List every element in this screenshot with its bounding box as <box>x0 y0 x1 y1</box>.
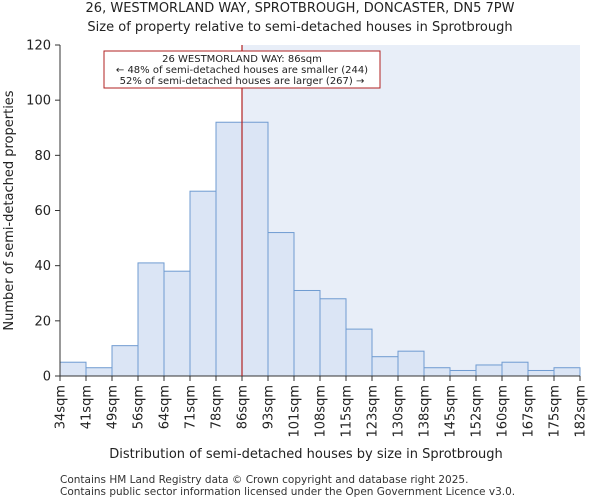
bar-130sqm <box>397 350 425 377</box>
x-tick-label: 152sqm <box>470 385 485 438</box>
x-tick-label: 145sqm <box>444 385 459 438</box>
x-tick-label: 86sqm <box>236 385 251 429</box>
annotation-box <box>103 50 381 89</box>
x-axis-ticks: 34sqm 41sqm 49sqm 56sqm 64sqm 71sqm 78sqm 86sqm… <box>54 376 589 438</box>
x-tick-label: 71sqm <box>184 385 199 429</box>
annotation-line-2: ← 48% of semi-detached houses are smalle… <box>116 65 368 76</box>
x-tick-label: 115sqm <box>340 385 355 438</box>
bar-115sqm <box>345 328 373 377</box>
bar-78sqm <box>215 121 243 377</box>
bar-86sqm <box>241 121 269 377</box>
x-tick-label: 175sqm <box>548 385 563 438</box>
y-tick-label: 80 <box>34 149 51 164</box>
bar-64sqm <box>163 270 191 377</box>
x-tick-label: 101sqm <box>288 385 303 438</box>
x-axis-label: Distribution of semi-detached houses by … <box>109 447 503 462</box>
bars-group <box>59 121 581 377</box>
y-axis-ticks: 0 20 40 60 80 100 120 <box>26 39 60 385</box>
chart-title: 26, WESTMORLAND WAY, SPROTBROUGH, DONCAS… <box>86 1 515 16</box>
x-tick-label: 182sqm <box>574 385 589 438</box>
x-tick-label: 49sqm <box>106 385 121 429</box>
bar-49sqm <box>111 345 139 377</box>
bar-41sqm <box>85 367 113 377</box>
y-tick-label: 60 <box>34 204 51 219</box>
y-tick-label: 0 <box>43 370 51 385</box>
bar-145sqm <box>449 369 477 377</box>
chart-subtitle: Size of property relative to semi-detach… <box>87 20 512 35</box>
x-tick-label: 56sqm <box>132 385 147 429</box>
bar-160sqm <box>501 361 529 377</box>
x-tick-label: 41sqm <box>80 385 95 429</box>
y-tick-label: 100 <box>26 94 51 109</box>
bar-138sqm <box>423 367 451 377</box>
bar-56sqm <box>137 262 165 377</box>
bar-71sqm <box>189 190 217 377</box>
y-axis-label: Number of semi-detached properties <box>2 90 17 330</box>
x-tick-label: 93sqm <box>262 385 277 429</box>
x-tick-label: 64sqm <box>158 385 173 429</box>
x-tick-label: 130sqm <box>392 385 407 438</box>
bar-34sqm <box>59 361 87 377</box>
x-tick-label: 34sqm <box>54 385 69 429</box>
bar-175sqm <box>553 367 581 377</box>
bar-108sqm <box>319 298 347 377</box>
annotation-line-1: 26 WESTMORLAND WAY: 86sqm <box>162 54 322 65</box>
x-tick-label: 123sqm <box>366 385 381 438</box>
x-tick-label: 167sqm <box>522 385 537 438</box>
x-tick-label: 138sqm <box>418 385 433 438</box>
annotation-line-3: 52% of semi-detached houses are larger (… <box>120 76 365 87</box>
x-tick-label: 108sqm <box>314 385 329 438</box>
x-tick-label: 78sqm <box>210 385 225 429</box>
y-tick-label: 20 <box>34 314 51 329</box>
y-tick-label: 120 <box>26 39 51 54</box>
bar-93sqm <box>267 232 295 377</box>
footer-line-2: Contains public sector information licen… <box>60 486 515 498</box>
bar-167sqm <box>527 369 555 377</box>
y-tick-label: 40 <box>34 259 51 274</box>
bar-101sqm <box>293 289 321 377</box>
x-tick-label: 160sqm <box>496 385 511 438</box>
bar-152sqm <box>475 364 503 377</box>
footer-line-1: Contains HM Land Registry data © Crown c… <box>60 474 468 486</box>
bar-123sqm <box>371 356 399 377</box>
